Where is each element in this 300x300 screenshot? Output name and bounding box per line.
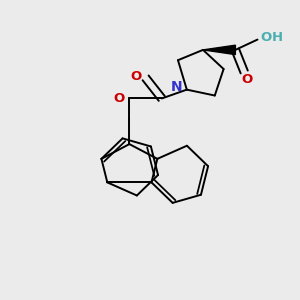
Text: O: O — [261, 31, 272, 44]
Text: O: O — [113, 92, 125, 105]
Text: N: N — [171, 80, 182, 94]
Text: O: O — [242, 73, 253, 86]
Text: O: O — [130, 70, 142, 83]
Polygon shape — [203, 45, 236, 55]
Text: H: H — [272, 31, 283, 44]
